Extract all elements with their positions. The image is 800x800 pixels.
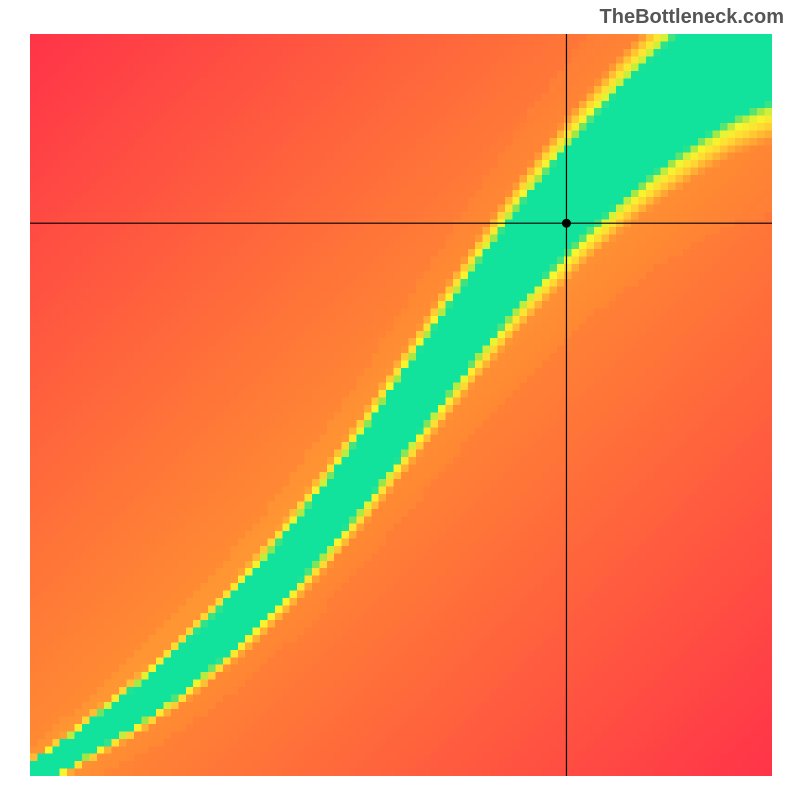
bottleneck-heatmap-chart: [30, 34, 772, 776]
heatmap-canvas: [30, 34, 772, 776]
site-watermark: TheBottleneck.com: [600, 6, 784, 29]
